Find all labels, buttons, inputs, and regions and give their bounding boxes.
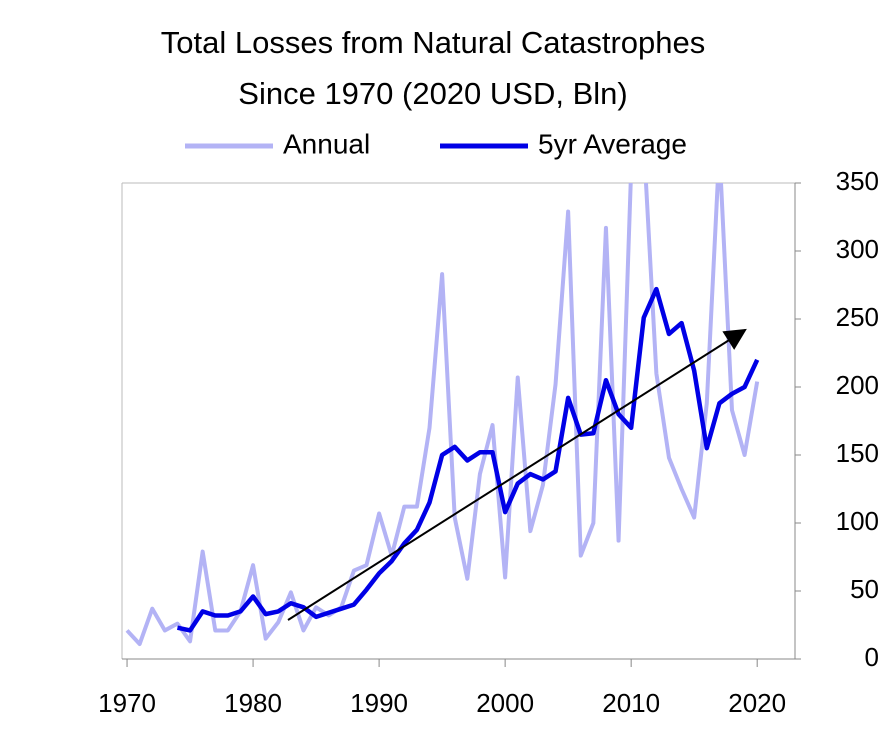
chart-title: Total Losses from Natural Catastrophes [161,25,705,60]
y-tick-label: 100 [836,506,879,536]
chart-subtitle: Since 1970 (2020 USD, Bln) [238,76,627,111]
legend-label: 5yr Average [538,128,687,159]
y-tick-label: 300 [836,234,879,264]
series-line [176,286,760,633]
y-tick-label: 250 [836,302,879,332]
legend-label: Annual [283,128,370,159]
y-tick-label: 0 [865,642,879,672]
y-tick-label: 350 [836,166,879,196]
x-tick-label: 1990 [350,688,408,718]
plot-area [125,183,760,647]
trend-arrow [287,328,747,621]
x-tick-label: 2020 [728,688,786,718]
x-tick-label: 2010 [602,688,660,718]
y-tick-label: 150 [836,438,879,468]
y-tick-label: 50 [850,574,879,604]
series-line [125,183,760,647]
x-tick-label: 2000 [476,688,534,718]
y-tick-label: 200 [836,370,879,400]
x-tick-label: 1970 [98,688,156,718]
x-tick-label: 1980 [224,688,282,718]
